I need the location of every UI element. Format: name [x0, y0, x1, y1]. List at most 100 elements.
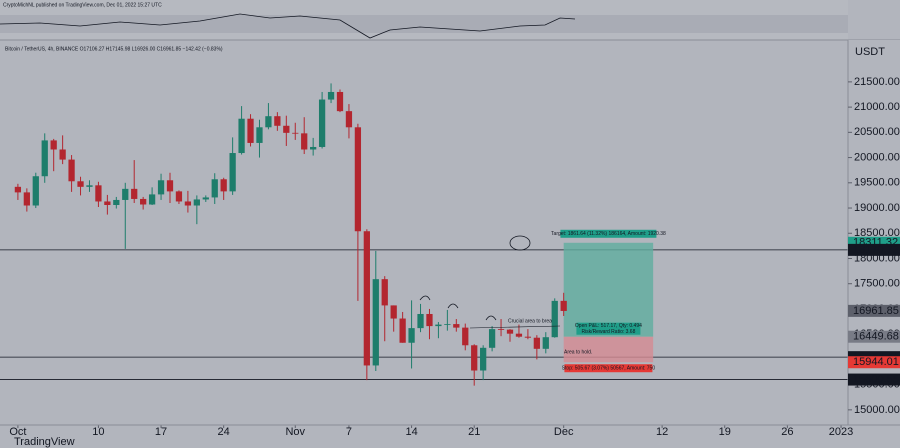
price-tag — [848, 356, 900, 369]
label-bg — [576, 322, 641, 335]
candle-body — [140, 198, 147, 205]
target-zone — [563, 242, 654, 337]
drawing — [469, 325, 561, 329]
x-tick-label: Nov — [285, 426, 305, 438]
candle-body — [14, 186, 22, 193]
candle-body — [175, 191, 183, 202]
candle-body — [560, 300, 567, 311]
target-label: Target: 1861.64 (11.32%) 186164, Amount:… — [551, 231, 666, 237]
header: CryptoMichNL published on TradingView.co… — [3, 2, 162, 8]
candle-body — [381, 279, 388, 306]
x-tick-label: 7 — [346, 426, 352, 438]
candle-body — [68, 159, 75, 182]
candle-body — [417, 313, 424, 329]
candle-body — [184, 201, 192, 206]
y-tick-label: 17500.00 — [854, 278, 900, 290]
candle-body — [354, 127, 362, 232]
candle-body — [345, 111, 353, 128]
candle-body — [372, 279, 379, 366]
price-tag-label: 18170.72 — [853, 244, 899, 256]
candle-body — [551, 300, 558, 338]
stop-zone — [563, 336, 654, 363]
annotation: Area to hold. — [564, 349, 592, 355]
candle-body — [506, 329, 514, 334]
candle-body — [193, 199, 200, 206]
annotation: Crucial area to break. — [508, 318, 556, 324]
candle-body — [41, 140, 48, 177]
y-tick-label: 21500.00 — [854, 76, 900, 88]
legend-text: Bitcoin / TetherUS, 4h, BINANCE O17106.2… — [5, 46, 223, 52]
candle-body — [453, 324, 460, 328]
candle-body — [238, 118, 245, 154]
open-label: Open P&L: 517.17, Qty: 0.494 — [575, 323, 642, 329]
candle-body — [23, 192, 30, 206]
candle-body — [32, 176, 39, 206]
price-tag-label: 16961.85 — [853, 305, 899, 317]
candle-body — [86, 185, 93, 187]
y-tick-label: 19000.00 — [854, 202, 900, 214]
x-tick-label: 12 — [656, 426, 668, 438]
candle-body — [131, 188, 138, 199]
x-tick-label: Oct — [9, 426, 26, 438]
candle-body — [95, 185, 102, 202]
x-tick-label: 14 — [405, 426, 417, 438]
ratio-label: Risk/Reward Ratio: 3.68 — [581, 329, 635, 335]
candle-body — [497, 329, 505, 330]
candle-body — [399, 318, 406, 343]
rsi-line — [0, 13, 576, 39]
price-tag-label: 15600.55 — [853, 373, 899, 385]
candle-body — [292, 132, 299, 134]
candle-body — [327, 91, 335, 100]
candle-body — [336, 91, 344, 112]
y-tick-label: 20000.00 — [854, 151, 900, 163]
x-tick-label: Dec — [554, 426, 574, 438]
candle-body — [274, 116, 281, 126]
candle-body — [318, 99, 326, 147]
candle-body — [113, 199, 120, 205]
candle-body — [202, 197, 209, 200]
candle-body — [247, 118, 254, 143]
stop-label: Stop: 505.67 (3.07%) 50567, Amount: 750 — [562, 366, 656, 372]
candle-body — [462, 327, 469, 346]
drawing — [419, 295, 497, 321]
candle-body — [301, 133, 308, 150]
candle-body — [122, 188, 129, 200]
candle-body — [426, 313, 433, 327]
y-tick-label: 18500.00 — [854, 227, 900, 239]
price-tag — [848, 304, 900, 317]
candle-body — [390, 305, 397, 319]
drawing — [509, 235, 531, 251]
x-tick-label: 17 — [155, 426, 167, 438]
x-tick-label: 26 — [781, 426, 793, 438]
candle-body — [220, 179, 227, 192]
candle-body — [515, 333, 523, 337]
currency: USDT — [855, 46, 885, 58]
candle-body — [265, 116, 272, 128]
y-tick-label: 15000.00 — [854, 404, 900, 416]
y-tick-label: 21000.00 — [854, 101, 900, 113]
x-tick-label: 2023 — [829, 426, 853, 438]
footer: TradingView — [14, 436, 75, 448]
candle-body — [166, 180, 174, 192]
candle-body — [59, 149, 66, 160]
candle-body — [524, 336, 532, 338]
rsi-band — [0, 15, 848, 33]
y-tick-label: 19500.00 — [854, 177, 900, 189]
x-tick-label: 21 — [468, 426, 480, 438]
candle-body — [256, 127, 263, 143]
candle-body — [148, 194, 156, 205]
candle-body — [310, 146, 317, 150]
label-bg — [564, 364, 653, 373]
price-tag-label: 15944.01 — [853, 356, 899, 368]
candle-body — [77, 181, 84, 187]
candle-body — [363, 231, 370, 366]
candle-body — [488, 329, 496, 348]
candle-body — [283, 125, 290, 133]
candle-body — [211, 179, 218, 198]
x-tick-label: 19 — [719, 426, 731, 438]
price-tag-label: 16449.68 — [853, 331, 899, 343]
candle-body — [533, 337, 540, 349]
candle-body — [480, 347, 487, 371]
x-tick-label: 24 — [218, 426, 230, 438]
